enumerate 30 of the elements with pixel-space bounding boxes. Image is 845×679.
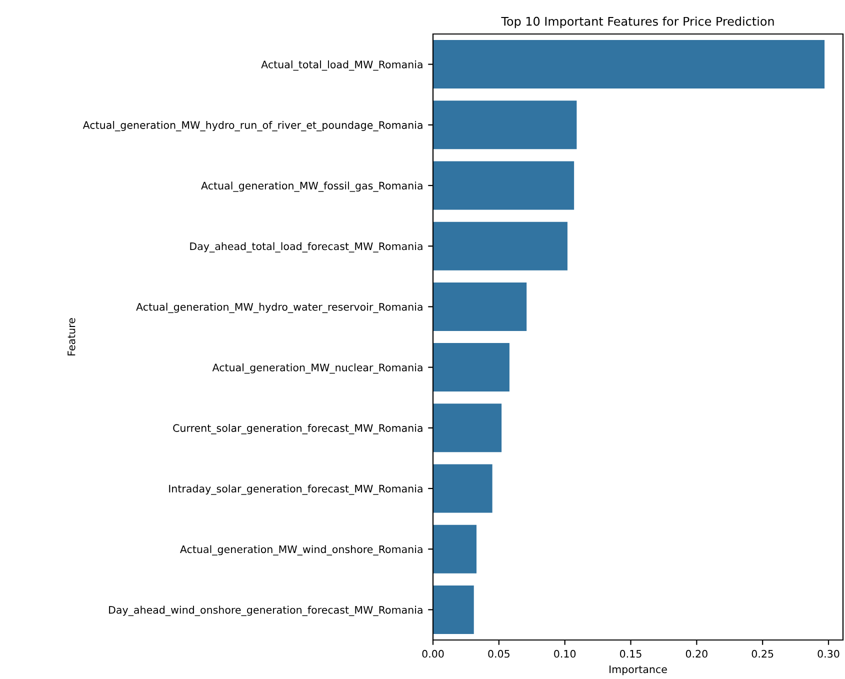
bar <box>433 404 502 452</box>
y-tick-label: Actual_generation_MW_wind_onshore_Romania <box>180 545 422 556</box>
y-tick-label: Actual_generation_MW_fossil_gas_Romania <box>201 182 422 192</box>
bar <box>433 585 474 634</box>
bar <box>433 40 825 89</box>
x-tick-label: 0.00 <box>422 650 444 658</box>
y-tick-label: Day_ahead_total_load_forecast_MW_Romania <box>190 242 422 252</box>
bar <box>433 343 510 392</box>
bar <box>433 222 568 270</box>
x-tick-label: 0.25 <box>752 650 774 658</box>
bar <box>433 464 492 513</box>
x-tick-label: 0.15 <box>620 650 642 658</box>
bar <box>433 161 574 210</box>
bar <box>433 282 527 331</box>
bar <box>433 524 477 574</box>
y-tick-label: Current_solar_generation_forecast_MW_Romania <box>173 424 422 434</box>
y-tick-label: Actual_total_load_MW_Romania <box>261 60 422 71</box>
x-tick-label: 0.10 <box>554 650 576 658</box>
y-tick-label: Intraday_solar_generation_forecast_MW_Romania <box>169 484 422 495</box>
x-tick-label: 0.20 <box>686 650 708 658</box>
x-tick-label: 0.05 <box>488 650 510 658</box>
y-axis-title: Feature <box>68 318 76 356</box>
bar <box>433 100 577 150</box>
y-tick-label: Actual_generation_MW_nuclear_Romania <box>212 363 422 374</box>
chart-title: Top 10 Important Features for Price Prediction <box>501 16 774 28</box>
x-tick-label: 0.30 <box>818 650 840 658</box>
y-tick-label: Day_ahead_wind_onshore_generation_forecast_MW_Romania <box>109 606 422 616</box>
y-tick-label: Actual_generation_MW_hydro_water_reservoir_Romania <box>136 302 422 314</box>
y-tick-label: Actual_generation_MW_hydro_run_of_river_et_poundage_Romania <box>82 120 422 132</box>
x-axis-title: Importance <box>610 666 667 676</box>
